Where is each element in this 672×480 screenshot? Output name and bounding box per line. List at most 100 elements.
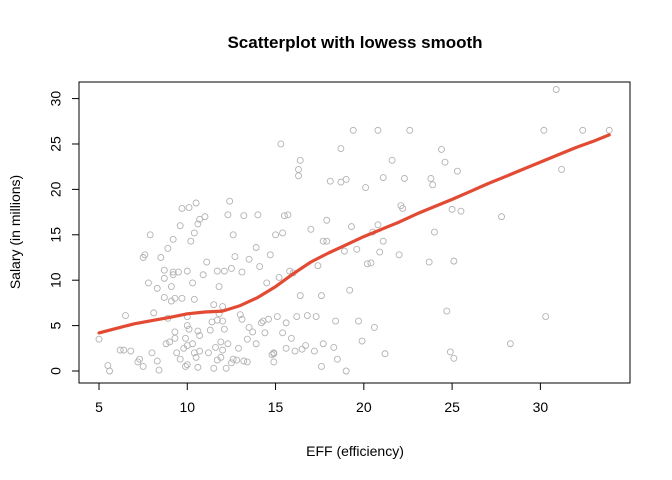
- data-point: [256, 263, 264, 271]
- data-point: [302, 342, 310, 350]
- data-point: [349, 126, 357, 134]
- data-point: [318, 363, 325, 370]
- data-point: [261, 329, 269, 337]
- data-point: [240, 212, 248, 220]
- data-point: [235, 344, 242, 352]
- data-point: [171, 334, 179, 342]
- data-point: [157, 254, 165, 261]
- data-point: [148, 349, 156, 357]
- x-axis-label: EFF (efficiency): [306, 443, 404, 459]
- data-point: [139, 363, 147, 370]
- data-point: [227, 264, 235, 272]
- data-point: [376, 248, 384, 256]
- data-point: [319, 237, 327, 245]
- x-tick-label: 5: [95, 399, 103, 415]
- data-point: [169, 235, 177, 243]
- data-point: [187, 237, 195, 245]
- data-point: [446, 348, 454, 356]
- data-point: [450, 257, 458, 265]
- data-point: [363, 260, 371, 268]
- data-point: [272, 231, 280, 239]
- data-point: [252, 244, 260, 251]
- data-point: [370, 323, 378, 331]
- data-point: [249, 328, 257, 336]
- data-point: [286, 267, 294, 275]
- data-point: [183, 267, 191, 275]
- data-point: [427, 175, 435, 182]
- data-point: [136, 355, 144, 363]
- data-point: [127, 347, 135, 355]
- data-point: [196, 215, 204, 223]
- data-point: [266, 251, 274, 259]
- data-point: [173, 349, 181, 357]
- data-point: [340, 247, 348, 255]
- data-point: [381, 350, 389, 358]
- data-point: [298, 345, 306, 353]
- data-point: [254, 211, 262, 219]
- data-point: [192, 353, 200, 361]
- data-point: [605, 126, 613, 134]
- data-point: [236, 311, 244, 319]
- data-point: [273, 313, 281, 320]
- y-axis-label: Salary (in millions): [7, 175, 23, 289]
- data-point: [293, 313, 301, 320]
- data-point: [226, 197, 234, 205]
- y-axis: 0 5 10 15 20 25 30: [48, 91, 80, 375]
- data-point: [213, 316, 221, 324]
- data-point: [203, 258, 211, 266]
- data-point: [318, 292, 325, 300]
- data-point: [395, 251, 403, 259]
- y-tick-label: 25: [48, 136, 64, 152]
- data-point: [558, 165, 566, 173]
- data-point: [291, 347, 299, 355]
- data-point: [212, 343, 219, 351]
- data-point: [400, 175, 408, 182]
- data-point: [295, 165, 302, 173]
- data-point: [323, 216, 331, 224]
- y-tick-label: 10: [48, 272, 64, 288]
- data-point: [185, 204, 193, 211]
- data-point: [270, 358, 278, 366]
- data-point: [194, 220, 202, 228]
- data-point: [243, 335, 251, 343]
- data-point: [220, 325, 228, 333]
- data-point: [296, 156, 304, 164]
- data-point: [450, 354, 458, 362]
- data-point: [194, 363, 202, 371]
- data-point: [330, 343, 338, 351]
- data-point: [287, 334, 295, 342]
- data-point: [238, 268, 246, 276]
- data-point: [144, 279, 152, 287]
- data-point: [190, 295, 198, 303]
- data-point: [227, 359, 235, 367]
- x-tick-label: 10: [179, 399, 195, 415]
- data-point: [229, 355, 237, 363]
- data-point: [219, 303, 227, 310]
- x-tick-label: 25: [444, 399, 460, 415]
- data-point: [333, 355, 341, 363]
- data-point: [169, 271, 177, 279]
- data-point: [219, 317, 227, 325]
- data-point: [257, 319, 265, 327]
- data-point: [337, 145, 345, 152]
- data-point: [171, 294, 179, 302]
- data-point: [332, 317, 340, 325]
- data-point: [217, 353, 225, 361]
- data-point: [106, 367, 114, 375]
- data-point: [169, 268, 177, 276]
- data-point: [323, 237, 331, 245]
- data-point: [219, 346, 227, 354]
- data-point: [206, 326, 214, 334]
- data-point: [178, 294, 186, 302]
- data-point: [342, 367, 350, 375]
- data-point: [280, 212, 288, 220]
- data-point: [540, 126, 548, 134]
- data-point: [201, 213, 209, 221]
- data-point: [399, 205, 407, 212]
- data-point: [263, 279, 271, 287]
- data-point: [220, 267, 228, 275]
- data-point: [224, 211, 232, 219]
- data-point: [448, 205, 456, 213]
- data-point: [141, 251, 149, 259]
